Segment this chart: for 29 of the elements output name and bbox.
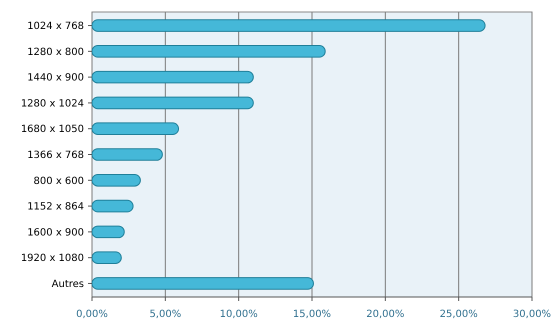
y-tick-label: 1600 x 900 xyxy=(27,227,84,238)
bar xyxy=(92,174,141,187)
y-tick-label: 1280 x 1024 xyxy=(20,98,84,110)
x-tick-label: 5,00% xyxy=(149,309,182,320)
x-tick-label: 25,00% xyxy=(440,309,478,320)
y-tick-label: 1024 x 768 xyxy=(27,21,84,32)
bar xyxy=(92,251,122,264)
y-tick-label: 1152 x 864 xyxy=(27,202,84,213)
bar xyxy=(92,122,180,136)
bar xyxy=(92,70,254,84)
x-tick-label: 30,00% xyxy=(512,309,552,320)
bar xyxy=(92,226,125,238)
x-tick-label: 10,00% xyxy=(220,309,258,320)
y-tick-label: 1280 x 800 xyxy=(27,46,84,58)
bar xyxy=(92,45,326,58)
bar xyxy=(92,200,134,212)
y-tick-label: 1680 x 1050 xyxy=(20,124,84,136)
y-tick-label: 1440 x 900 xyxy=(27,72,84,84)
y-tick-label: Autres xyxy=(52,278,84,290)
bar xyxy=(92,148,163,161)
y-tick-label: 1366 x 768 xyxy=(27,150,84,161)
x-tick-label: 20,00% xyxy=(366,309,404,320)
bar xyxy=(92,19,486,32)
bar xyxy=(92,96,254,110)
y-tick-label: 800 x 600 xyxy=(34,176,84,187)
bar xyxy=(92,277,314,290)
x-tick-label: 0,00% xyxy=(76,309,108,320)
y-tick-label: 1920 x 1080 xyxy=(20,253,84,264)
x-tick-label: 15,00% xyxy=(292,309,332,320)
